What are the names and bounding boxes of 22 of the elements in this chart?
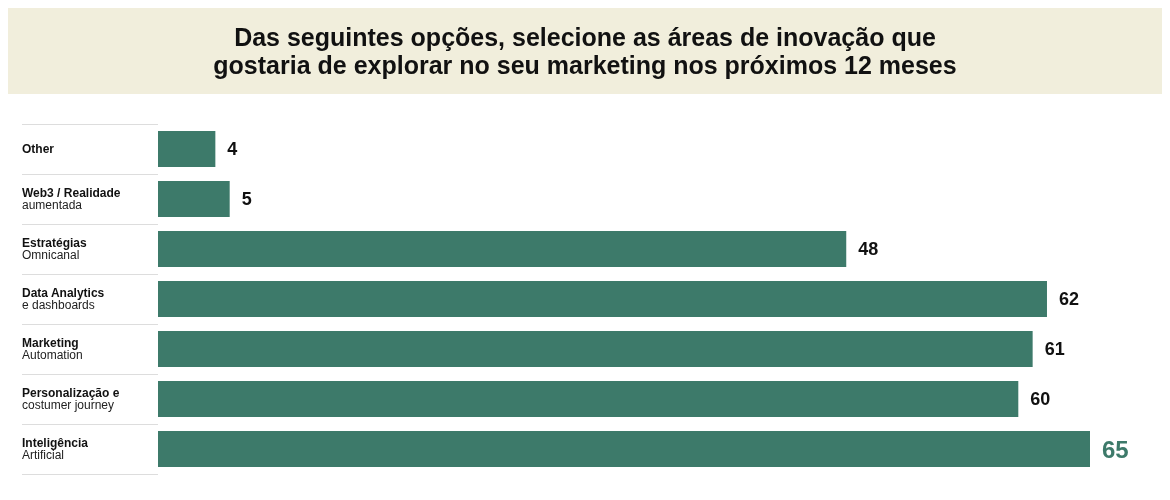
bar [158,431,1090,467]
data-label: 60 [1030,389,1051,409]
y-tick-label: Web3 / Realidade aumentada [22,186,121,212]
data-label: 62 [1058,289,1080,309]
data-label: 61 [1044,339,1065,359]
y-tick-label: Personalização e costumer journey [22,386,120,412]
data-label: 65 [1102,435,1129,463]
bar [158,281,1047,317]
chart-title: Das seguintes opções, selecione as áreas de inovação que gostaria de explorar no seu marketing nos próximos 12 meses [8,8,1162,94]
bar [158,331,1033,367]
y-tick-label: Other [22,142,55,156]
y-tick-label: Inteligência Artificial [22,436,89,462]
y-tick-label: Estratégias Omnicanal [22,236,88,262]
data-label: 5 [241,189,252,209]
bar [158,231,847,267]
y-tick-label: Marketing Automation [22,336,83,362]
data-label: 48 [858,239,879,259]
y-tick-label: Data Analytics e dashboards [22,286,105,312]
data-label: 4 [227,139,238,159]
bar [158,131,216,167]
bar [158,181,230,217]
bar [158,381,1019,417]
